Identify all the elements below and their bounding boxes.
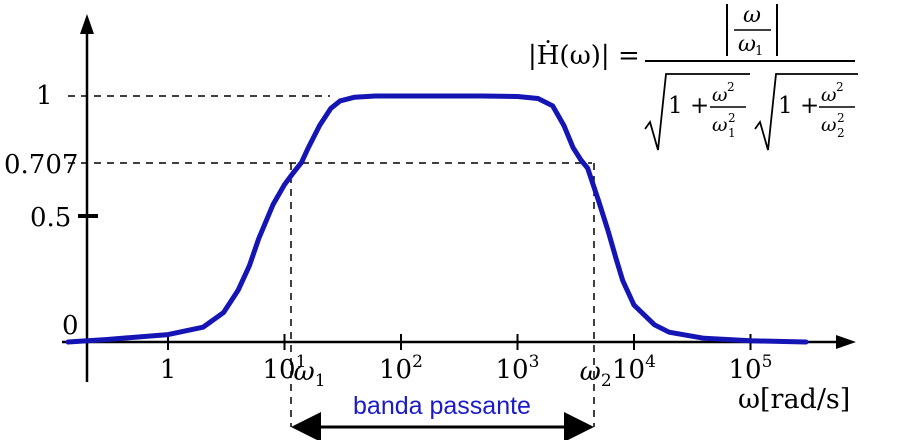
sqrt-1-term: 1 + xyxy=(668,93,709,119)
numerator-bottom: ω xyxy=(738,32,756,57)
numerator-bottom-sub: 1 xyxy=(755,44,763,59)
frac-1-bottom-sub: 1 xyxy=(728,126,736,140)
frac-1-bottom-sup: 2 xyxy=(728,111,736,125)
y-tick-label-zero: 0 xyxy=(62,311,79,341)
frac-2-top-sup: 2 xyxy=(836,80,844,94)
frac-1-top-sup: 2 xyxy=(727,80,735,94)
numerator-top: ω xyxy=(743,3,761,28)
x-tick-label: 105 xyxy=(729,352,773,385)
frac-2-top: ω xyxy=(821,84,837,106)
y-tick-labels: 1 0.707 0.5 0 xyxy=(4,81,79,341)
frac-1-bottom: ω xyxy=(712,114,728,136)
x-tick-labels: 1 101 102 103 104 105 xyxy=(160,352,773,385)
omega-markers: ω1 ω2 xyxy=(294,357,612,391)
x-tick-label: 102 xyxy=(379,352,423,385)
frac-2-bottom: ω xyxy=(821,114,837,136)
frac-1-top: ω xyxy=(712,84,728,106)
x-axis-arrow-icon xyxy=(836,335,856,349)
y-tick-label-half: 0.5 xyxy=(30,203,71,233)
x-tick-label: 104 xyxy=(612,352,656,385)
y-tick-label-0707: 0.707 xyxy=(4,150,78,180)
passband-label: banda passante xyxy=(353,392,531,420)
sqrt-2-sign xyxy=(754,73,858,151)
sqrt-1-sign xyxy=(644,73,750,151)
omega-marker-label: ω2 xyxy=(580,357,612,391)
omega-marker-label: ω1 xyxy=(294,357,326,391)
transfer-function-formula: |Ḣ(ω)| = ω ω 1 1 + ω 2 ω 2 1 1 + ω 2 ω … xyxy=(528,3,858,151)
x-tick-label: 1 xyxy=(160,355,177,385)
y-tick-label-one: 1 xyxy=(36,81,53,111)
x-tick-label: 103 xyxy=(496,352,540,385)
formula-lhs: |Ḣ(ω)| = xyxy=(528,40,640,71)
magnitude-curve xyxy=(65,93,809,345)
frac-2-bottom-sub: 2 xyxy=(837,126,845,140)
y-axis-arrow-icon xyxy=(80,14,94,34)
x-axis-label: ω[rad/s] xyxy=(738,384,850,415)
x-tick-label: 101 xyxy=(263,352,307,385)
frac-2-bottom-sup: 2 xyxy=(837,111,845,125)
axes xyxy=(62,14,856,382)
passband: banda passante xyxy=(291,392,594,440)
sqrt-2-term: 1 + xyxy=(778,93,819,119)
reference-lines xyxy=(68,95,595,427)
